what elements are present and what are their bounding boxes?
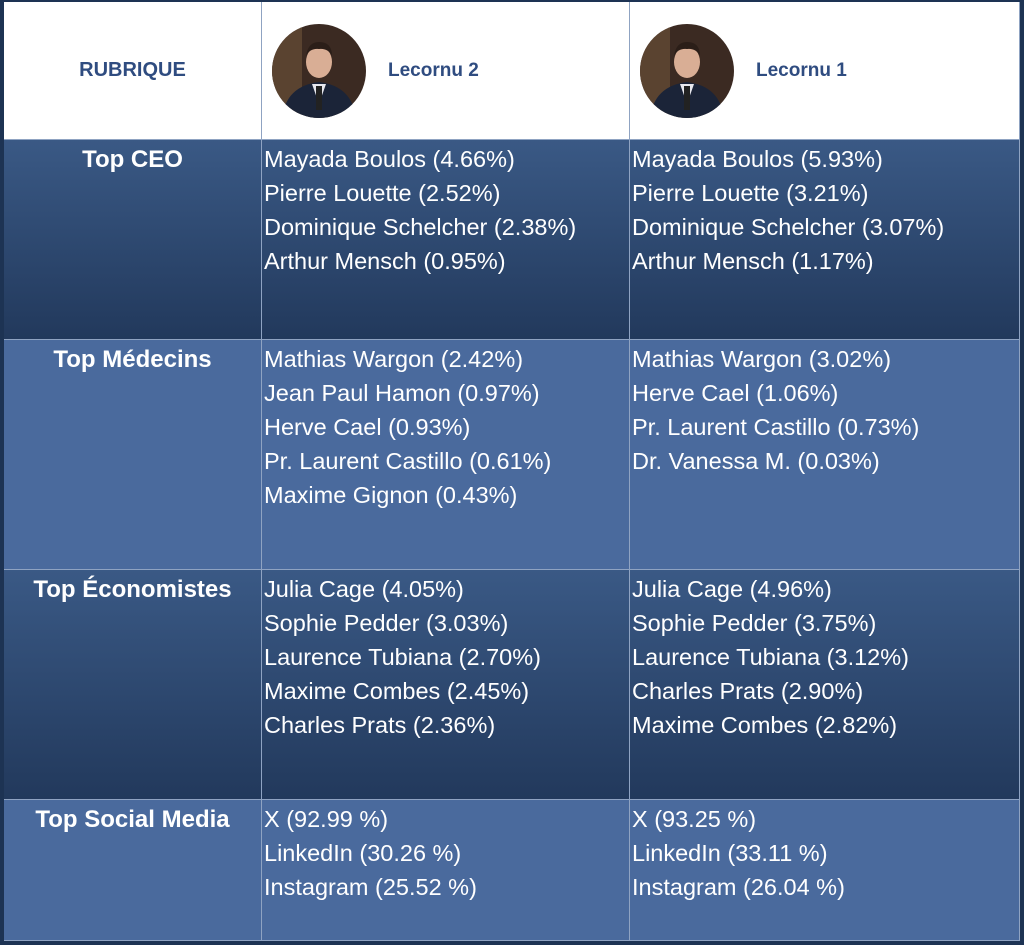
- row-label: Top CEO: [4, 140, 262, 340]
- list-item: Jean Paul Hamon (0.97%): [264, 380, 540, 406]
- list-item: Arthur Mensch (0.95%): [264, 248, 506, 274]
- header-column: Lecornu 2: [262, 2, 630, 140]
- list-item: Laurence Tubiana (2.70%): [264, 644, 541, 670]
- list-item: Dominique Schelcher (3.07%): [632, 214, 945, 240]
- cell-list: Julia Cage (4.05%) Sophie Pedder (3.03%) L…: [262, 570, 630, 800]
- cell-list: Mathias Wargon (3.02%) Herve Cael (1.06%)…: [630, 340, 1020, 570]
- list-item: X (93.25 %): [632, 806, 757, 832]
- list-item: Laurence Tubiana (3.12%): [632, 644, 909, 670]
- cell-list: Mayada Boulos (4.66%) Pierre Louette (2.5…: [262, 140, 630, 340]
- header-column-name: Lecornu 1: [756, 59, 847, 81]
- row-label: Top Économistes: [4, 570, 262, 800]
- list-item: LinkedIn (33.11 %): [632, 840, 828, 866]
- list-item: Charles Prats (2.36%): [264, 712, 496, 738]
- list-item: Mathias Wargon (2.42%): [264, 346, 524, 372]
- cell-list: X (93.25 %) LinkedIn (33.11 %) Instagram (…: [630, 800, 1020, 941]
- cell-list: X (92.99 %) LinkedIn (30.26 %) Instagram (…: [262, 800, 630, 941]
- header-column: Lecornu 1: [630, 2, 1020, 140]
- list-item: Maxime Gignon (0.43%): [264, 482, 518, 508]
- header-column-name: Lecornu 2: [388, 59, 479, 81]
- row-label: Top Social Media: [4, 800, 262, 941]
- list-item: Julia Cage (4.96%): [632, 576, 832, 602]
- list-item: Herve Cael (1.06%): [632, 380, 839, 406]
- list-item: Pr. Laurent Castillo (0.73%): [632, 414, 920, 440]
- avatar: [272, 23, 366, 118]
- row-label: Top Médecins: [4, 340, 262, 570]
- list-item: X (92.99 %): [264, 806, 389, 832]
- list-item: Dr. Vanessa M. (0.03%): [632, 448, 880, 474]
- list-item: Dominique Schelcher (2.38%): [264, 214, 577, 240]
- list-item: Herve Cael (0.93%): [264, 414, 471, 440]
- cell-list: Mayada Boulos (5.93%) Pierre Louette (3.2…: [630, 140, 1020, 340]
- cell-list: Julia Cage (4.96%) Sophie Pedder (3.75%) L…: [630, 570, 1020, 800]
- list-item: Mayada Boulos (4.66%): [264, 146, 515, 172]
- list-item: Pierre Louette (3.21%): [632, 180, 869, 206]
- list-item: Pierre Louette (2.52%): [264, 180, 501, 206]
- list-item: Charles Prats (2.90%): [632, 678, 864, 704]
- list-item: Maxime Combes (2.82%): [632, 712, 898, 738]
- list-item: Sophie Pedder (3.03%): [264, 610, 509, 636]
- list-item: Mathias Wargon (3.02%): [632, 346, 892, 372]
- header-rubrique: RUBRIQUE: [4, 2, 262, 140]
- list-item: Instagram (26.04 %): [632, 874, 845, 900]
- list-item: Sophie Pedder (3.75%): [632, 610, 877, 636]
- list-item: Arthur Mensch (1.17%): [632, 248, 874, 274]
- list-item: Maxime Combes (2.45%): [264, 678, 530, 704]
- list-item: LinkedIn (30.26 %): [264, 840, 462, 866]
- list-item: Instagram (25.52 %): [264, 874, 477, 900]
- list-item: Pr. Laurent Castillo (0.61%): [264, 448, 552, 474]
- list-item: Julia Cage (4.05%): [264, 576, 464, 602]
- list-item: Mayada Boulos (5.93%): [632, 146, 883, 172]
- avatar: [640, 23, 734, 118]
- cell-list: Mathias Wargon (2.42%) Jean Paul Hamon (0…: [262, 340, 630, 570]
